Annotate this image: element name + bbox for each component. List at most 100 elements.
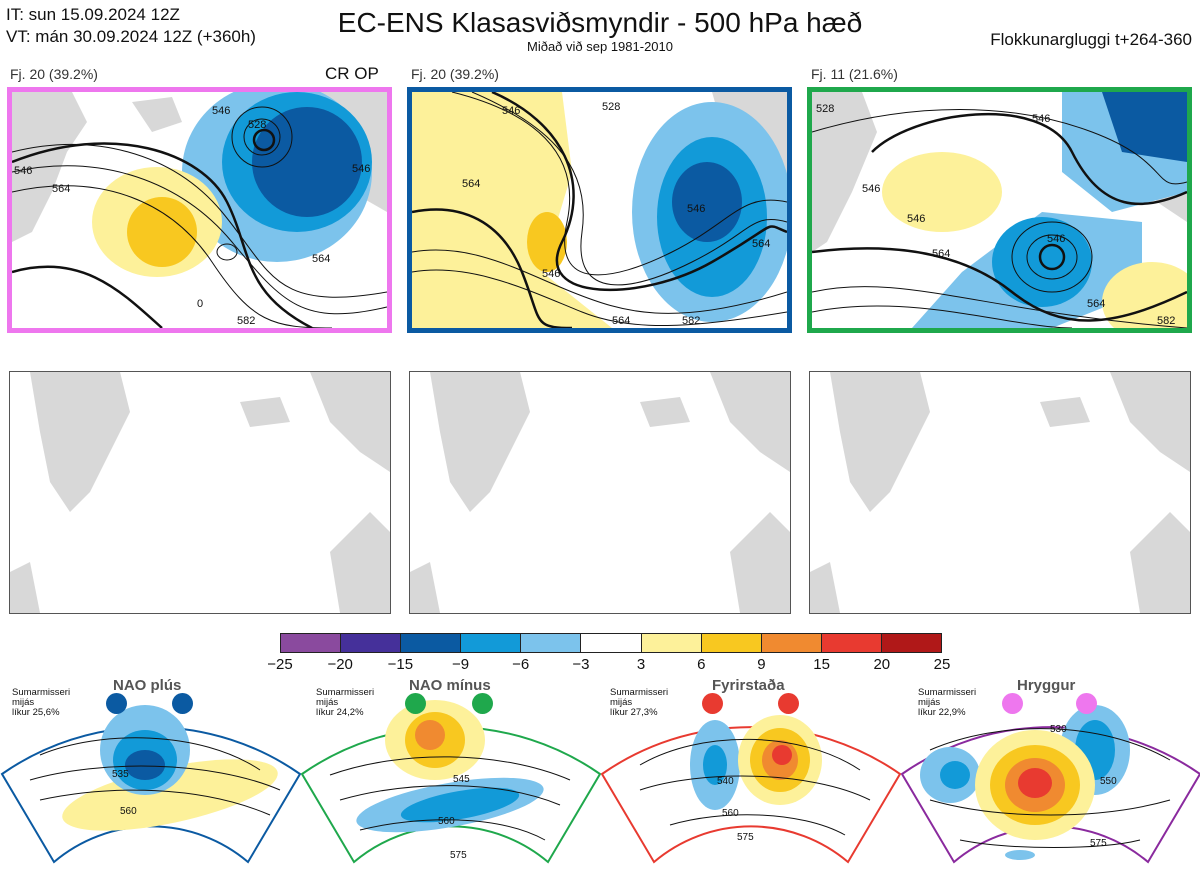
colorbar-tick-label: 6 bbox=[697, 656, 706, 673]
scandinavia-land bbox=[710, 372, 790, 472]
empty-map-2 bbox=[409, 371, 791, 614]
contour-label: 546 bbox=[14, 165, 32, 177]
canada-land bbox=[10, 562, 40, 613]
regime-3-name: Fyrirstaða bbox=[712, 677, 785, 694]
cluster-3-map[interactable]: 528 546 546 546 564 546 564 582 bbox=[807, 87, 1192, 333]
contour-label: 564 bbox=[312, 253, 330, 265]
contour-label: 546 bbox=[502, 105, 520, 117]
regime-1-marker bbox=[106, 693, 127, 714]
regime-3-marker bbox=[702, 693, 723, 714]
colorbar-tick-label: −9 bbox=[451, 656, 470, 673]
greenland-land bbox=[30, 372, 130, 512]
contour-label: 582 bbox=[1157, 315, 1175, 327]
colorbar-segment bbox=[761, 634, 822, 652]
greenland-land bbox=[830, 372, 930, 512]
regime-2-marker bbox=[472, 693, 493, 714]
classification-window: Flokkunargluggi t+264-360 bbox=[990, 30, 1192, 49]
init-time: IT: sun 15.09.2024 12Z bbox=[6, 5, 180, 24]
greenland-land bbox=[430, 372, 530, 512]
regime-1-marker bbox=[172, 693, 193, 714]
contour-label: 546 bbox=[1047, 233, 1065, 245]
anomaly-positive-north bbox=[882, 152, 1002, 232]
contour-label: 528 bbox=[602, 101, 620, 113]
colorbar-tick-label: 20 bbox=[873, 656, 891, 673]
regime-1-season: Sumarmisseri bbox=[12, 687, 71, 698]
contour-label: 564 bbox=[932, 248, 950, 260]
contour-label: 546 bbox=[352, 163, 370, 175]
contour-label: 564 bbox=[52, 183, 70, 195]
cluster-3-label: Fj. 11 (21.6%) bbox=[811, 66, 898, 82]
regime-2-info: Sumarmisseri mijás líkur 24,2% bbox=[316, 688, 374, 718]
regime-3-freq: mijás bbox=[610, 697, 633, 708]
colorbar-tick-label: 3 bbox=[636, 656, 646, 673]
iceland-land bbox=[640, 397, 690, 427]
regime-4-season: Sumarmisseri bbox=[918, 687, 977, 698]
colorbar-tick-label: 9 bbox=[757, 656, 766, 673]
contour-label: 546 bbox=[907, 213, 925, 225]
cluster-2-map[interactable]: 546 528 564 546 546 564 564 582 bbox=[407, 87, 792, 333]
scandinavia-land bbox=[1110, 372, 1190, 472]
anomaly-negative-core bbox=[672, 162, 742, 242]
regime-1-freq: mijás bbox=[12, 697, 35, 708]
contour-label: 560 bbox=[722, 808, 739, 819]
regime-2-marker bbox=[405, 693, 426, 714]
cluster-2-label: Fj. 20 (39.2%) bbox=[411, 66, 499, 82]
colorbar-tick-label: −3 bbox=[572, 656, 590, 673]
greenland-land bbox=[12, 92, 87, 242]
regime-3-prob: líkur 27,3% bbox=[610, 707, 658, 718]
colorbar-segment bbox=[521, 634, 582, 652]
colorbar-tick-label: −25 bbox=[267, 656, 293, 673]
contour-label: 528 bbox=[816, 103, 834, 115]
contour-label: 582 bbox=[682, 315, 700, 327]
contour-label: 0 bbox=[197, 298, 203, 310]
contour-label: 545 bbox=[453, 774, 470, 785]
canada-land bbox=[410, 562, 440, 613]
regime-4-prob: líkur 22,9% bbox=[918, 707, 966, 718]
colorbar bbox=[280, 633, 942, 653]
colorbar-tick-label: 15 bbox=[813, 656, 830, 673]
anomaly-positive-strong bbox=[127, 197, 197, 267]
regime-2-freq: mijás bbox=[316, 697, 339, 708]
contour-label: 575 bbox=[737, 832, 754, 843]
regime-1-name: NAO plús bbox=[113, 677, 182, 694]
colorbar-segment bbox=[581, 634, 642, 652]
regime-3-map: 540 560 575 bbox=[600, 715, 902, 864]
cluster-1-tag: CR OP bbox=[325, 64, 379, 83]
regime-1-info: Sumarmisseri mijás líkur 25,6% bbox=[12, 688, 70, 718]
contour-label: 582 bbox=[237, 315, 255, 327]
iceland-land bbox=[132, 97, 182, 132]
iceland-land bbox=[1040, 397, 1090, 427]
contour-label: 564 bbox=[462, 178, 480, 190]
regime-2-prob: líkur 24,2% bbox=[316, 707, 364, 718]
regime-4-info: Sumarmisseri mijás líkur 22,9% bbox=[918, 688, 976, 718]
europe-land bbox=[330, 512, 390, 613]
contour-label: 530 bbox=[1050, 724, 1067, 735]
empty-map-3 bbox=[809, 371, 1191, 614]
contour-label: 560 bbox=[120, 806, 137, 817]
empty-map-1 bbox=[9, 371, 391, 614]
anomaly-negative-core-north bbox=[1102, 92, 1187, 162]
regime-4-marker bbox=[1076, 693, 1097, 714]
regime-1-prob: líkur 25,6% bbox=[12, 707, 60, 718]
contour-label: 564 bbox=[752, 238, 770, 250]
colorbar-segment bbox=[341, 634, 402, 652]
colorbar-segment bbox=[701, 634, 762, 652]
regime-4-map: 530 550 575 bbox=[900, 705, 1200, 864]
contour-label: 550 bbox=[1100, 776, 1117, 787]
anomaly-negative-core bbox=[252, 107, 362, 217]
page-title: EC-ENS Klasasviðsmyndir - 500 hPa hæð bbox=[337, 7, 863, 38]
contour-label: 575 bbox=[1090, 838, 1107, 849]
cluster-1-map[interactable]: 546 528 546 564 564 582 0 546 bbox=[7, 87, 392, 333]
contour-label: 546 bbox=[212, 105, 230, 117]
contour-label: 540 bbox=[717, 776, 734, 787]
colorbar-tick-label: −15 bbox=[387, 656, 414, 673]
valid-time: VT: mán 30.09.2024 12Z (+360h) bbox=[6, 27, 256, 46]
regime-2-name: NAO mínus bbox=[409, 677, 491, 694]
regime-1-map: 535 560 bbox=[0, 705, 302, 864]
contour-label: 560 bbox=[438, 816, 455, 827]
colorbar-tick-label: −6 bbox=[512, 656, 530, 673]
colorbar-segment bbox=[281, 634, 342, 652]
contour-label: 546 bbox=[862, 183, 880, 195]
iceland-land bbox=[240, 397, 290, 427]
regime-4-marker bbox=[1002, 693, 1023, 714]
